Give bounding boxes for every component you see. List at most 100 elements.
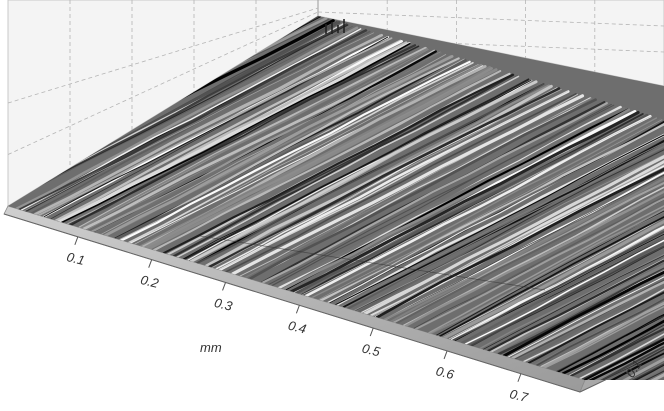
surface-streak bbox=[601, 205, 664, 380]
surface-streak bbox=[144, 67, 493, 249]
surface-streak bbox=[152, 70, 502, 251]
surface-streak bbox=[518, 179, 664, 362]
surface-streak bbox=[533, 185, 664, 366]
surface-streak bbox=[104, 55, 454, 237]
surface-streak bbox=[536, 184, 664, 367]
surface-streak bbox=[295, 113, 649, 295]
surface-streak bbox=[487, 170, 664, 352]
x-tick-label: 0.5 bbox=[361, 340, 383, 359]
surface-streak bbox=[218, 90, 569, 271]
surface-streak bbox=[569, 195, 664, 377]
surface-streak bbox=[511, 178, 664, 360]
surface-streak bbox=[189, 80, 538, 263]
surface-streak bbox=[115, 58, 467, 241]
surface-streak bbox=[196, 83, 545, 265]
surface-streak bbox=[37, 37, 393, 217]
surface-streak bbox=[321, 118, 662, 302]
surface-streak bbox=[440, 154, 664, 337]
surface-streak bbox=[183, 79, 532, 260]
x-tick-label: 0.7 bbox=[508, 386, 530, 405]
surface-streak bbox=[33, 33, 384, 216]
surface-streak bbox=[383, 140, 664, 321]
surface-streak bbox=[231, 94, 585, 276]
surface-streak bbox=[261, 102, 608, 284]
surface-streak bbox=[482, 169, 664, 350]
surface-streak bbox=[427, 150, 664, 334]
surface-streak bbox=[147, 68, 498, 251]
surface-streak bbox=[268, 104, 615, 286]
surface-gridlines bbox=[199, 235, 546, 291]
surface-streak bbox=[128, 61, 474, 244]
surface-streak bbox=[162, 73, 514, 255]
surface-streak bbox=[479, 168, 664, 350]
surface-streak bbox=[390, 140, 664, 323]
surface-streak bbox=[414, 148, 664, 330]
surface-streak bbox=[70, 45, 420, 226]
y-tick-mark bbox=[624, 370, 632, 376]
surface-streak bbox=[372, 136, 664, 317]
surface-streak bbox=[535, 185, 664, 367]
surface-streak bbox=[15, 26, 359, 210]
surface-streak bbox=[61, 42, 411, 224]
x-tick-label: 0.1 bbox=[65, 249, 86, 268]
surface-streak bbox=[450, 157, 664, 342]
surface-streak bbox=[570, 194, 664, 377]
surface-streak bbox=[587, 202, 664, 380]
surface-streak bbox=[530, 183, 664, 365]
surface-streak bbox=[506, 174, 664, 358]
y-axis-line bbox=[579, 351, 664, 393]
surface-streak bbox=[101, 54, 447, 235]
surface-streak bbox=[544, 188, 664, 369]
surface-streak bbox=[311, 117, 658, 299]
surface-streak bbox=[451, 159, 664, 341]
x-tick-mark bbox=[517, 373, 522, 382]
surface-streak bbox=[176, 75, 520, 258]
surface-streak bbox=[54, 39, 402, 222]
surface-streak bbox=[57, 42, 411, 223]
surface-streak bbox=[595, 201, 664, 380]
surface-streak bbox=[94, 51, 443, 234]
surface-spikes bbox=[325, 19, 345, 34]
surface-streak bbox=[395, 144, 664, 325]
surface-streak bbox=[290, 110, 640, 294]
surface-gridline bbox=[199, 235, 546, 291]
surface-streak bbox=[556, 192, 664, 372]
surface-streak bbox=[244, 97, 592, 279]
surface-streak bbox=[558, 192, 664, 373]
surface-streak bbox=[211, 88, 562, 268]
surface-streak bbox=[502, 176, 664, 358]
surface-streak bbox=[561, 192, 664, 375]
surface-streak bbox=[579, 196, 664, 380]
surface-streak bbox=[144, 66, 492, 250]
wall-gridline bbox=[7, 11, 319, 155]
surface-streak bbox=[120, 60, 471, 242]
surface-streak bbox=[493, 171, 664, 355]
surface-streak bbox=[383, 138, 664, 321]
surface-streak bbox=[523, 181, 664, 363]
surface-streak bbox=[282, 108, 631, 291]
surface-streak bbox=[172, 73, 515, 258]
x-tick-mark bbox=[295, 305, 300, 314]
surface-streak bbox=[429, 151, 664, 335]
x-tick-mark bbox=[443, 350, 448, 360]
surface-streak bbox=[237, 96, 587, 276]
surface-streak bbox=[414, 148, 664, 330]
surface-streak bbox=[301, 113, 644, 296]
surface-streak bbox=[471, 166, 664, 347]
surface-streak bbox=[596, 203, 664, 380]
surface-streak bbox=[591, 201, 664, 380]
x-tick-label: 0.2 bbox=[139, 272, 161, 291]
surface-streak bbox=[384, 139, 664, 320]
surface-streak bbox=[508, 176, 664, 358]
surface-streak bbox=[225, 93, 577, 273]
surface-streak bbox=[436, 153, 664, 336]
x-axis-title: mm bbox=[200, 340, 222, 355]
x-tick-mark bbox=[369, 327, 374, 337]
surface-streak bbox=[567, 196, 664, 376]
surface-streak bbox=[452, 159, 664, 342]
x-tick-mark bbox=[222, 282, 227, 291]
surface-streak bbox=[527, 181, 664, 364]
x-axis-ticks: 0.1 0.2 0.3 0.4 0.5 0.6 0.7 bbox=[65, 236, 530, 405]
